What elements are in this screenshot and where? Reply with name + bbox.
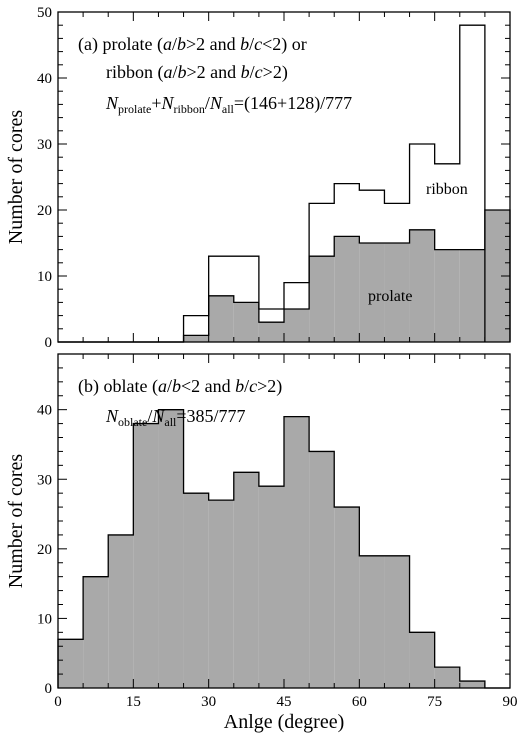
x-tick-label: 0 <box>54 694 62 710</box>
oblate-bars <box>58 409 485 688</box>
prolate-bars <box>183 210 510 342</box>
x-tick-label: 60 <box>352 694 367 710</box>
x-axis-title: Anlge (degree) <box>224 711 345 733</box>
x-tick-label: 15 <box>126 694 141 710</box>
oblate-bar <box>108 534 134 688</box>
oblate-bar <box>58 639 84 688</box>
y-tick-label: 50 <box>37 5 52 21</box>
y-tick-label: 30 <box>37 137 52 153</box>
axis-ticks-b <box>57 353 511 689</box>
y-tick-label: 40 <box>37 403 52 419</box>
oblate-bar <box>359 555 385 688</box>
x-tick-label: 45 <box>277 694 292 710</box>
x-tick-label: 75 <box>427 694 442 710</box>
oblate-histogram-outline <box>57 409 510 689</box>
panel-a-annotation-line3: Nprolate+Nribbon/Nall=(146+128)/777 <box>105 93 352 116</box>
oblate-bar <box>434 667 460 688</box>
panel-b-annotation-line1: (b) oblate (a/b<2 and b/c>2) <box>78 376 282 397</box>
prolate-bar <box>208 295 234 342</box>
oblate-bar <box>459 681 485 688</box>
prolate-bar <box>183 335 209 342</box>
oblate-bar <box>334 507 360 688</box>
y-tick-label: 10 <box>37 611 52 627</box>
prolate-bar <box>233 302 259 342</box>
y-tick-label: 30 <box>37 472 52 488</box>
y-tick-labels-a: 0 10 20 30 40 50 <box>37 5 52 351</box>
y-tick-labels-b: 0 10 20 30 40 <box>37 403 52 697</box>
oblate-bar <box>83 576 109 688</box>
oblate-bar <box>133 423 159 688</box>
oblate-bar <box>183 493 209 688</box>
x-tick-labels: 0 15 30 45 60 75 90 <box>54 694 517 710</box>
y-tick-label: 20 <box>37 542 52 558</box>
y-tick-label: 20 <box>37 203 52 219</box>
prolate-bar <box>258 322 284 342</box>
axis-ticks-a <box>57 11 511 343</box>
oblate-bar <box>384 555 410 688</box>
y-tick-label: 0 <box>45 335 53 351</box>
prolate-bar <box>309 256 335 342</box>
panel-a: 0 10 20 30 40 50 Number of cores (a) prolate … <box>5 5 511 351</box>
y-axis-title-a: Number of cores <box>5 110 27 245</box>
oblate-bar <box>233 472 259 688</box>
y-axis-title-b: Number of cores <box>5 454 27 589</box>
ribbon-label: ribbon <box>426 181 468 198</box>
oblate-bar <box>309 451 335 688</box>
oblate-bar <box>158 409 184 688</box>
prolate-label: prolate <box>368 288 412 305</box>
prolate-bar <box>359 243 385 342</box>
prolate-bar <box>434 249 460 342</box>
oblate-bar <box>258 486 284 688</box>
prolate-bar <box>284 309 310 342</box>
y-tick-label: 40 <box>37 71 52 87</box>
prolate-bar <box>334 236 360 342</box>
oblate-bar <box>409 632 435 688</box>
panel-b-annotation-line2: Noblate/Nall=385/777 <box>105 406 246 429</box>
oblate-bar <box>284 416 310 688</box>
oblate-bar <box>208 500 234 688</box>
y-tick-label: 0 <box>45 681 53 697</box>
panel-a-annotation-line2: ribbon (a/b>2 and b/c>2) <box>106 62 288 83</box>
y-tick-label: 10 <box>37 269 52 285</box>
x-tick-label: 30 <box>201 694 216 710</box>
prolate-bar <box>459 249 485 342</box>
prolate-bar <box>409 229 435 342</box>
x-tick-label: 90 <box>503 694 518 710</box>
panel-a-annotation-line1: (a) prolate (a/b>2 and b/c<2) or <box>78 34 307 55</box>
prolate-bar <box>384 243 410 342</box>
